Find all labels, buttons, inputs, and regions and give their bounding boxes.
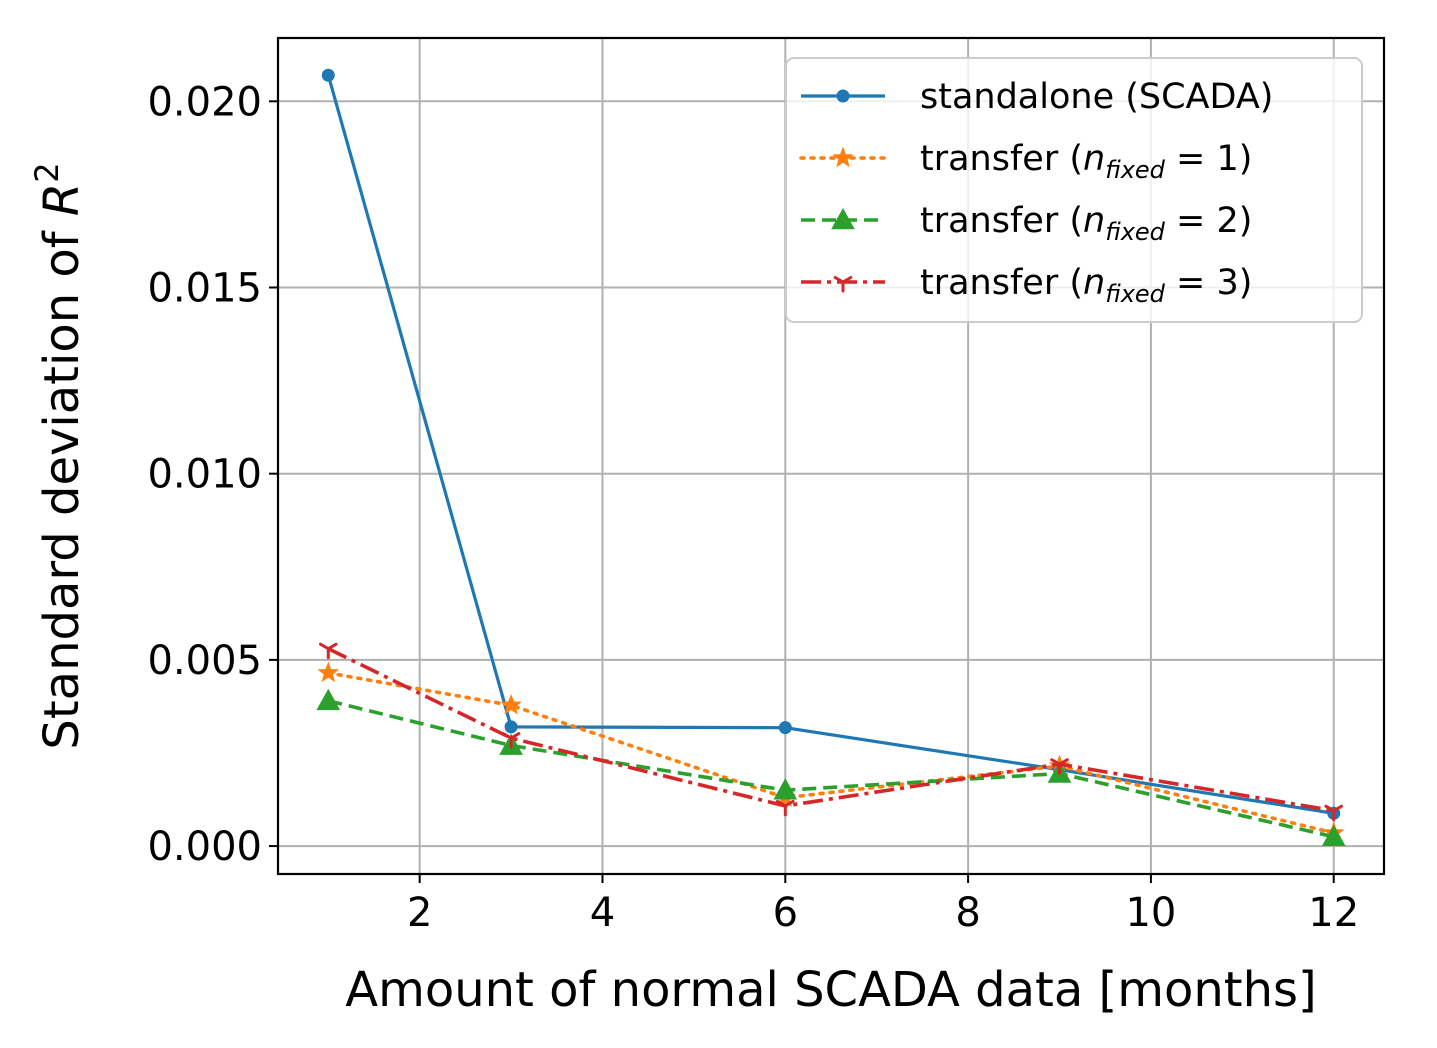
x-tick-label: 12	[1308, 890, 1359, 936]
y-axis-title-base: Standard deviation of	[34, 216, 90, 750]
data-point	[316, 688, 341, 711]
legend-label: transfer (nfixed = 1)	[920, 139, 1252, 184]
legend-label-post: = 1)	[1165, 139, 1253, 179]
data-point	[321, 68, 335, 82]
legend-label-sub: fixed	[1105, 156, 1165, 184]
series-line	[326, 671, 1336, 835]
data-point	[1324, 804, 1344, 822]
x-tick-label: 4	[590, 890, 615, 936]
legend-label-pre: standalone (SCADA)	[920, 77, 1273, 117]
data-point	[1321, 824, 1346, 847]
axis-ticks: 2 4 6 8 10 12 0.000 0.005 0.010 0.015 0.020	[147, 79, 1359, 936]
legend-item-0: standalone (SCADA)	[801, 77, 1273, 117]
y-tick-label: 0.015	[147, 265, 262, 311]
y-tick-label: 0.010	[147, 452, 262, 498]
data-point	[501, 732, 521, 749]
y-axis-title-sup: 2	[28, 162, 66, 182]
legend-label-sub: fixed	[1105, 218, 1165, 246]
data-point	[773, 778, 798, 800]
data-point	[317, 661, 340, 683]
plot-frame	[276, 36, 1386, 876]
y-tick-label: 0.005	[147, 638, 262, 684]
legend-swatch-marker	[831, 207, 855, 230]
legend-label-pre: transfer (	[920, 263, 1083, 303]
x-tick-label: 10	[1125, 890, 1176, 936]
y-axis-title: Standard deviation of R2	[28, 162, 90, 749]
legend-label-var: n	[1083, 201, 1105, 241]
legend-label: transfer (nfixed = 3)	[920, 263, 1252, 308]
legend-swatch-marker	[833, 276, 853, 293]
x-tick-label: 8	[955, 890, 980, 936]
legend-label-post: = 3)	[1165, 263, 1253, 303]
series-layer	[316, 68, 1346, 847]
x-tick-label: 6	[773, 890, 798, 936]
legend-swatch-marker	[836, 89, 850, 103]
legend-label-pre: transfer (	[920, 201, 1083, 241]
legend-label: transfer (nfixed = 2)	[920, 201, 1252, 246]
legend-item-3: transfer (nfixed = 3)	[801, 263, 1252, 308]
x-axis-title: Amount of normal SCADA data [months]	[345, 962, 1317, 1018]
legend: standalone (SCADA)transfer (nfixed = 1)t…	[785, 57, 1363, 323]
legend-box	[785, 57, 1363, 323]
y-axis-title-var: R	[34, 183, 90, 216]
data-point	[504, 720, 518, 734]
legend-item-1: transfer (nfixed = 1)	[799, 139, 1252, 184]
data-point	[318, 642, 338, 660]
legend-label: standalone (SCADA)	[920, 77, 1273, 117]
legend-item-2: transfer (nfixed = 2)	[801, 201, 1252, 246]
x-tick-label: 2	[407, 890, 432, 936]
legend-label-post: = 2)	[1165, 201, 1253, 241]
legend-label-pre: transfer (	[920, 139, 1083, 179]
series-3	[318, 642, 1344, 822]
data-point	[1050, 758, 1069, 775]
legend-swatch-marker	[832, 146, 854, 168]
legend-label-sub: fixed	[1105, 280, 1165, 308]
legend-label-var: n	[1083, 139, 1105, 179]
y-tick-label: 0.020	[147, 79, 262, 125]
data-point	[500, 693, 522, 715]
data-point	[775, 799, 795, 817]
y-tick-label: 0.000	[147, 824, 262, 870]
legend-label-var: n	[1083, 263, 1105, 303]
data-point	[778, 721, 792, 735]
